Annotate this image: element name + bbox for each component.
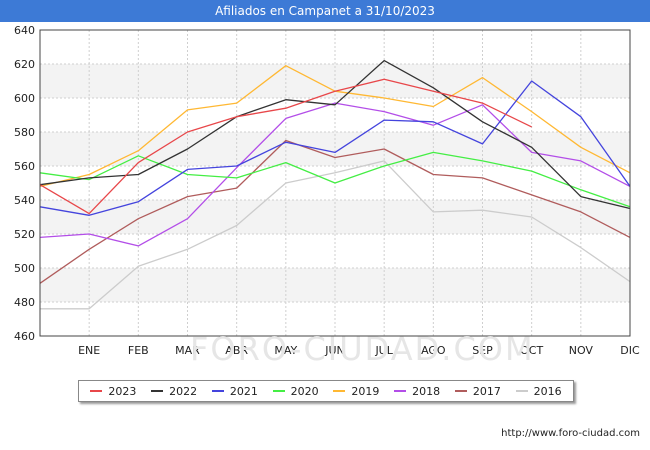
y-tick-label: 580 bbox=[14, 126, 35, 139]
legend-swatch bbox=[211, 390, 224, 392]
series-line-2016 bbox=[40, 160, 631, 310]
x-tick-label: MAY bbox=[274, 344, 297, 357]
x-tick-label: FEB bbox=[128, 344, 149, 357]
y-tick-label: 640 bbox=[14, 24, 35, 37]
y-tick-label: 540 bbox=[14, 194, 35, 207]
x-axis-ticks: ENE FEB MAR ABR MAY JUN JUL AGO SEP OCT NOV DIC bbox=[78, 344, 640, 357]
legend-label: 2020 bbox=[290, 384, 319, 398]
x-tick-label: ENE bbox=[78, 344, 100, 357]
x-tick-label: NOV bbox=[569, 344, 594, 357]
plot-frame bbox=[39, 29, 631, 337]
y-tick-label: 620 bbox=[14, 58, 35, 71]
series-line-2020 bbox=[39, 151, 631, 208]
x-tick-label: DIC bbox=[620, 344, 640, 357]
legend-label: 2023 bbox=[108, 384, 137, 398]
x-tick-label: MAR bbox=[175, 344, 200, 357]
legend-item-2019: 2019 bbox=[333, 385, 379, 398]
legend-swatch bbox=[272, 390, 285, 392]
legend-label: 2019 bbox=[351, 384, 380, 398]
legend-swatch bbox=[394, 390, 407, 392]
legend-item-2016: 2016 bbox=[515, 384, 562, 398]
x-tick-label: OCT bbox=[520, 344, 543, 357]
x-tick-label: AGO bbox=[421, 344, 446, 357]
grid-band bbox=[40, 200, 630, 234]
legend-label: 2022 bbox=[169, 384, 198, 398]
series-line-2022 bbox=[39, 59, 631, 210]
legend-swatch bbox=[454, 390, 467, 392]
legend-label: 2016 bbox=[533, 384, 562, 398]
chart-title: Afiliados en Campanet a 31/10/2023 bbox=[0, 0, 650, 22]
y-tick-label: 460 bbox=[14, 330, 35, 343]
x-tick-label: JUN bbox=[324, 344, 345, 357]
y-tick-label: 600 bbox=[14, 92, 35, 105]
source-url: http://www.foro-ciudad.com bbox=[501, 428, 640, 439]
x-tick-label: SEP bbox=[472, 344, 493, 357]
series-lines bbox=[39, 59, 631, 310]
legend-swatch bbox=[151, 390, 164, 392]
series-line-2018 bbox=[39, 102, 631, 247]
y-tick-label: 480 bbox=[14, 296, 35, 309]
y-tick-label: 520 bbox=[14, 228, 35, 241]
x-tick-label: JUL bbox=[374, 344, 393, 357]
series-line-2021 bbox=[39, 80, 631, 216]
series-line-2017 bbox=[39, 139, 631, 284]
grid-band bbox=[40, 268, 630, 302]
legend-swatch bbox=[333, 390, 346, 392]
legend-item-2018: 2018 bbox=[394, 385, 440, 398]
chart-legend: 2023 2022 2021 2020 2019 2018 2017 2016 bbox=[78, 380, 574, 402]
grid-band bbox=[40, 64, 630, 98]
line-chart: 460 480 500 520 540 560 580 600 620 640 ENE FEB MAR… bbox=[14, 24, 640, 357]
x-tick-label: ABR bbox=[225, 344, 248, 357]
legend-label: 2018 bbox=[412, 384, 441, 398]
legend-swatch bbox=[90, 390, 103, 392]
legend-swatch bbox=[515, 390, 528, 392]
y-axis-ticks: 460 480 500 520 540 560 580 600 620 640 bbox=[14, 24, 35, 343]
legend-label: 2017 bbox=[472, 384, 501, 398]
legend-item-2022: 2022 bbox=[151, 385, 197, 398]
legend-item-2017: 2017 bbox=[454, 384, 501, 398]
legend-item-2020: 2020 bbox=[272, 384, 319, 398]
legend-item-2023: 2023 bbox=[90, 385, 136, 398]
grid-band bbox=[40, 132, 630, 166]
legend-item-2021: 2021 bbox=[211, 384, 258, 398]
y-tick-label: 500 bbox=[14, 262, 35, 275]
legend-label: 2021 bbox=[229, 384, 258, 398]
series-line-2023 bbox=[39, 78, 532, 215]
y-tick-label: 560 bbox=[14, 160, 35, 173]
